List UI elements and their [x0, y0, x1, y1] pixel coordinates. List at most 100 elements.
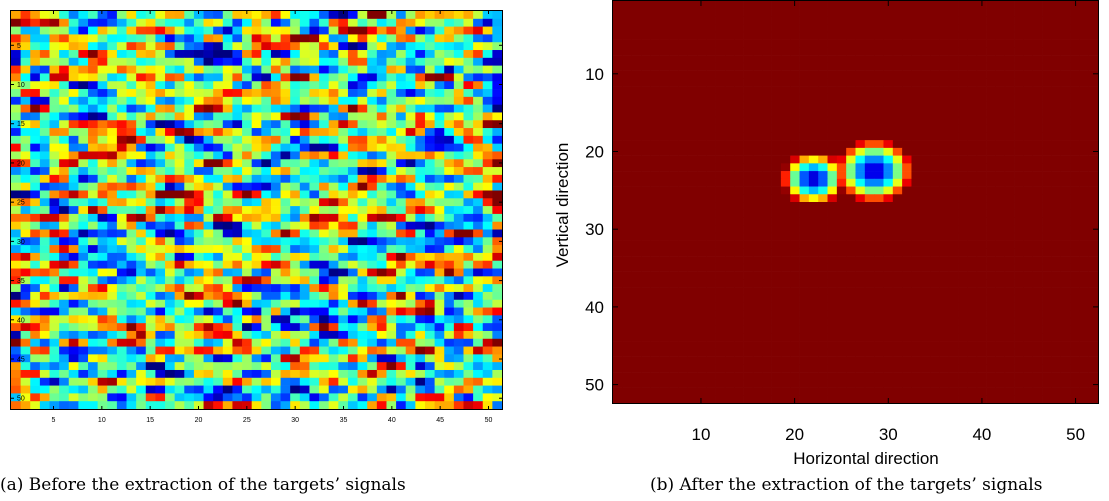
heatmap-after-cell: [874, 109, 884, 118]
heatmap-after-cell: [1079, 302, 1090, 311]
heatmap-after-cell: [967, 325, 978, 334]
heatmap-before-cell: [78, 81, 89, 90]
heatmap-before-cell: [232, 362, 243, 371]
heatmap-after-cell: [752, 263, 763, 272]
heatmap-after-cell: [706, 109, 716, 118]
heatmap-after-cell: [1032, 217, 1043, 226]
heatmap-after-cell: [930, 16, 940, 25]
heatmap-after-cell: [650, 24, 661, 33]
heatmap-before-cell: [347, 362, 358, 371]
heatmap-after-cell: [1032, 55, 1043, 64]
heatmap-before-cell: [59, 299, 70, 308]
heatmap-after-cell: [622, 341, 633, 350]
heatmap-before-cell: [107, 159, 118, 168]
heatmap-after-cell: [1060, 232, 1071, 241]
heatmap-after-cell: [780, 248, 791, 257]
heatmap-after-cell: [874, 132, 884, 141]
heatmap-before-cell: [184, 237, 195, 246]
heatmap-after-cell: [687, 155, 698, 164]
heatmap-after-cell: [650, 325, 661, 334]
heatmap-after-cell: [613, 186, 623, 195]
heatmap-before-cell: [165, 128, 176, 137]
heatmap-before-cell: [203, 284, 214, 293]
heatmap-before-cell: [116, 284, 127, 293]
heatmap-before-cell: [367, 26, 378, 35]
heatmap-before-cell: [405, 65, 416, 74]
heatmap-after-cell: [846, 124, 856, 133]
heatmap-before-cell: [203, 143, 214, 152]
heatmap-after-cell: [883, 232, 894, 241]
heatmap-after-cell: [650, 263, 661, 272]
heatmap-before-cell: [396, 42, 407, 51]
heatmap-after-cell: [631, 155, 642, 164]
heatmap-after-cell: [1023, 24, 1034, 33]
x-tick-label: 50: [485, 417, 493, 424]
heatmap-before-cell: [473, 323, 484, 332]
heatmap-after-cell: [613, 155, 623, 164]
heatmap-after-cell: [930, 271, 940, 280]
heatmap-after-cell: [1004, 302, 1015, 311]
heatmap-after-cell: [911, 93, 922, 102]
heatmap-after-cell: [640, 16, 651, 25]
heatmap-before-cell: [415, 237, 426, 246]
heatmap-before-cell: [30, 128, 41, 137]
heatmap-before-cell: [319, 81, 330, 90]
heatmap-before-cell: [357, 159, 368, 168]
heatmap-before-cell: [30, 268, 41, 277]
heatmap-before-cell: [145, 362, 156, 371]
heatmap-after-cell: [659, 132, 670, 141]
heatmap-before-cell: [492, 18, 502, 27]
heatmap-before-cell: [473, 198, 484, 207]
heatmap-after-cell: [948, 47, 959, 56]
heatmap-after-cell: [687, 70, 698, 79]
heatmap-before-cell: [145, 159, 156, 168]
heatmap-before-cell: [290, 128, 301, 137]
heatmap-before-cell: [415, 346, 426, 355]
heatmap-after-cell: [743, 55, 754, 64]
heatmap-before-cell: [415, 26, 426, 35]
heatmap-after-cell: [874, 1, 884, 10]
heatmap-before-cell: [405, 346, 416, 355]
heatmap-before-cell: [39, 299, 50, 308]
heatmap-after-cell: [930, 70, 940, 79]
heatmap-before-cell: [434, 26, 445, 35]
heatmap-before-cell: [165, 143, 176, 152]
heatmap-before-cell: [155, 252, 166, 262]
heatmap-after-cell: [808, 101, 819, 110]
heatmap-after-cell: [818, 341, 828, 350]
heatmap-before-cell: [242, 198, 253, 207]
heatmap-before-cell: [328, 291, 339, 301]
heatmap-before-cell: [78, 291, 89, 301]
heatmap-before-cell: [396, 268, 407, 277]
heatmap-after-cell: [920, 8, 931, 17]
heatmap-before-cell: [386, 42, 397, 51]
heatmap-before-cell: [222, 159, 233, 168]
heatmap-after-cell: [706, 171, 716, 180]
heatmap-after-cell: [668, 248, 679, 257]
heatmap-before-cell: [213, 268, 224, 277]
heatmap-after-cell: [976, 209, 987, 218]
heatmap-before-cell: [232, 245, 243, 254]
heatmap-before-cell: [473, 167, 484, 176]
heatmap-after-cell: [715, 209, 726, 218]
heatmap-before-cell: [424, 57, 435, 66]
heatmap-after-cell: [930, 116, 940, 126]
heatmap-before-cell: [434, 50, 445, 59]
heatmap-before-cell: [39, 245, 50, 254]
heatmap-after-cell: [771, 70, 782, 79]
heatmap-after-cell: [818, 140, 828, 149]
heatmap-before-cell: [155, 385, 166, 394]
heatmap-after-cell: [1060, 325, 1071, 334]
heatmap-after-cell: [687, 232, 698, 241]
heatmap-before-cell: [68, 135, 79, 144]
heatmap-after-cell: [986, 31, 996, 40]
heatmap-after-cell: [892, 132, 903, 141]
heatmap-after-cell: [958, 171, 968, 180]
heatmap-after-cell: [780, 178, 791, 187]
heatmap-before-cell: [473, 151, 484, 160]
heatmap-after-cell: [967, 147, 978, 156]
heatmap-before-cell: [68, 237, 79, 246]
heatmap-after-cell: [622, 317, 633, 327]
heatmap-after-cell: [892, 287, 903, 296]
heatmap-before-cell: [68, 268, 79, 277]
